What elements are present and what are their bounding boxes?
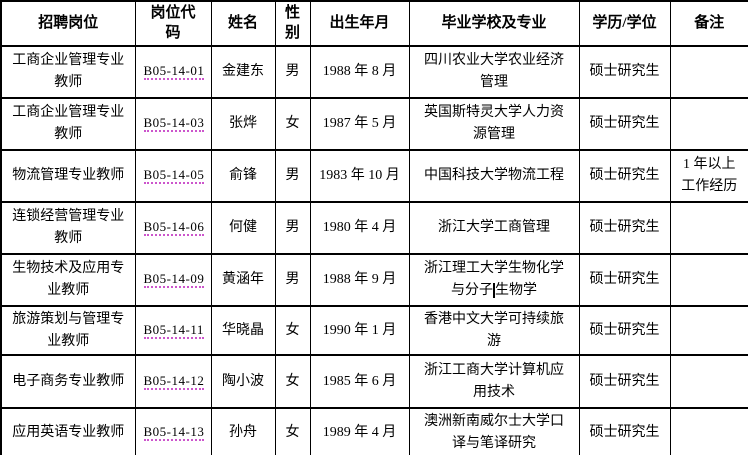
header-school[interactable]: 毕业学校及专业 [408,0,580,47]
code-cell[interactable]: B05-14-09 [134,253,212,307]
birth-cell[interactable]: 1983 年 10 月 [309,149,410,203]
gender-cell[interactable]: 女 [274,354,311,410]
header-remark[interactable]: 备注 [669,0,748,47]
position-cell[interactable]: 生物技术及应用专业教师 [0,253,136,307]
gender-cell[interactable]: 女 [274,407,311,455]
position-code: B05-14-03 [143,115,205,133]
position-code: B05-14-05 [143,167,205,185]
remark-cell[interactable] [669,97,748,151]
birth-cell[interactable]: 1988 年 8 月 [309,45,410,99]
position-cell[interactable]: 应用英语专业教师 [0,407,136,455]
position-cell[interactable]: 物流管理专业教师 [0,149,136,203]
gender-cell[interactable]: 男 [274,201,311,255]
name-cell[interactable]: 黄涵年 [210,253,276,307]
degree-cell[interactable]: 硕士研究生 [578,407,671,455]
code-cell[interactable]: B05-14-01 [134,45,212,99]
remark-cell[interactable]: 1 年以上 工作经历 [669,149,748,203]
school-text-after-caret: 生物学 [495,283,537,298]
text-caret [493,283,495,298]
code-cell[interactable]: B05-14-13 [134,407,212,455]
table-row: 旅游策划与管理专业教师 B05-14-11 华晓晶 女 1990 年 1 月 香… [0,304,748,357]
degree-cell[interactable]: 硕士研究生 [578,45,671,99]
header-gender[interactable]: 性 别 [274,0,311,47]
header-name[interactable]: 姓名 [210,0,276,47]
birth-cell[interactable]: 1987 年 5 月 [309,97,410,151]
school-text-before-caret: 浙江理工大学生物化学与分子 [424,261,564,298]
position-cell[interactable]: 连锁经营管理专业教师 [0,201,136,255]
birth-cell[interactable]: 1980 年 4 月 [309,201,410,255]
birth-cell[interactable]: 1988 年 9 月 [309,253,410,307]
name-cell[interactable]: 金建东 [210,45,276,99]
degree-cell[interactable]: 硕士研究生 [578,354,671,410]
remark-cell[interactable] [669,304,748,357]
remark-cell[interactable] [669,407,748,455]
table-row: 生物技术及应用专业教师 B05-14-09 黄涵年 男 1988 年 9 月 浙… [0,253,748,307]
table-row: 工商企业管理专业教师 B05-14-01 金建东 男 1988 年 8 月 四川… [0,45,748,99]
code-cell[interactable]: B05-14-06 [134,201,212,255]
school-cell[interactable]: 浙江理工大学生物化学与分子 生物学 [408,253,580,307]
degree-cell[interactable]: 硕士研究生 [578,201,671,255]
code-cell[interactable]: B05-14-11 [134,304,212,357]
school-cell[interactable]: 香港中文大学可持续旅游 [408,304,580,357]
position-code: B05-14-11 [143,321,204,339]
table-row: 连锁经营管理专业教师 B05-14-06 何健 男 1980 年 4 月 浙江大… [0,201,748,255]
school-cell[interactable]: 中国科技大学物流工程 [408,149,580,203]
remark-cell[interactable] [669,354,748,410]
school-cell[interactable]: 浙江工商大学计算机应用技术 [408,354,580,410]
table-row: 工商企业管理专业教师 B05-14-03 张烨 女 1987 年 5 月 英国斯… [0,97,748,151]
code-cell[interactable]: B05-14-05 [134,149,212,203]
name-cell[interactable]: 陶小波 [210,354,276,410]
gender-cell[interactable]: 男 [274,149,311,203]
remark-cell[interactable] [669,253,748,307]
code-cell[interactable]: B05-14-03 [134,97,212,151]
position-code: B05-14-09 [143,271,205,289]
gender-cell[interactable]: 女 [274,97,311,151]
position-code: B05-14-13 [143,424,205,442]
remark-cell[interactable] [669,45,748,99]
code-cell[interactable]: B05-14-12 [134,354,212,410]
position-code: B05-14-12 [143,373,205,391]
gender-cell[interactable]: 男 [274,253,311,307]
birth-cell[interactable]: 1990 年 1 月 [309,304,410,357]
table-row: 物流管理专业教师 B05-14-05 俞锋 男 1983 年 10 月 中国科技… [0,149,748,203]
gender-cell[interactable]: 女 [274,304,311,357]
degree-cell[interactable]: 硕士研究生 [578,97,671,151]
name-cell[interactable]: 何健 [210,201,276,255]
table-row: 电子商务专业教师 B05-14-12 陶小波 女 1985 年 6 月 浙江工商… [0,354,748,410]
school-cell[interactable]: 四川农业大学农业经济管理 [408,45,580,99]
degree-cell[interactable]: 硕士研究生 [578,149,671,203]
table-row: 应用英语专业教师 B05-14-13 孙舟 女 1989 年 4 月 澳洲新南威… [0,407,748,455]
position-cell[interactable]: 工商企业管理专业教师 [0,45,136,99]
gender-cell[interactable]: 男 [274,45,311,99]
header-position[interactable]: 招聘岗位 [0,0,136,47]
name-cell[interactable]: 华晓晶 [210,304,276,357]
position-cell[interactable]: 电子商务专业教师 [0,354,136,410]
header-degree[interactable]: 学历/学位 [578,0,671,47]
name-cell[interactable]: 孙舟 [210,407,276,455]
school-cell[interactable]: 英国斯特灵大学人力资源管理 [408,97,580,151]
school-cell[interactable]: 浙江大学工商管理 [408,201,580,255]
position-code: B05-14-01 [143,63,205,81]
birth-cell[interactable]: 1989 年 4 月 [309,407,410,455]
position-code: B05-14-06 [143,219,205,237]
degree-cell[interactable]: 硕士研究生 [578,253,671,307]
header-row: 招聘岗位 岗位代码 姓名 性 别 出生年月 毕业学校及专业 学历/学位 备注 [0,0,748,47]
birth-cell[interactable]: 1985 年 6 月 [309,354,410,410]
position-cell[interactable]: 工商企业管理专业教师 [0,97,136,151]
school-cell[interactable]: 澳洲新南威尔士大学口译与笔译研究 [408,407,580,455]
degree-cell[interactable]: 硕士研究生 [578,304,671,357]
header-birth[interactable]: 出生年月 [309,0,410,47]
name-cell[interactable]: 张烨 [210,97,276,151]
header-code[interactable]: 岗位代码 [134,0,212,47]
name-cell[interactable]: 俞锋 [210,149,276,203]
remark-cell[interactable] [669,201,748,255]
position-cell[interactable]: 旅游策划与管理专业教师 [0,304,136,357]
